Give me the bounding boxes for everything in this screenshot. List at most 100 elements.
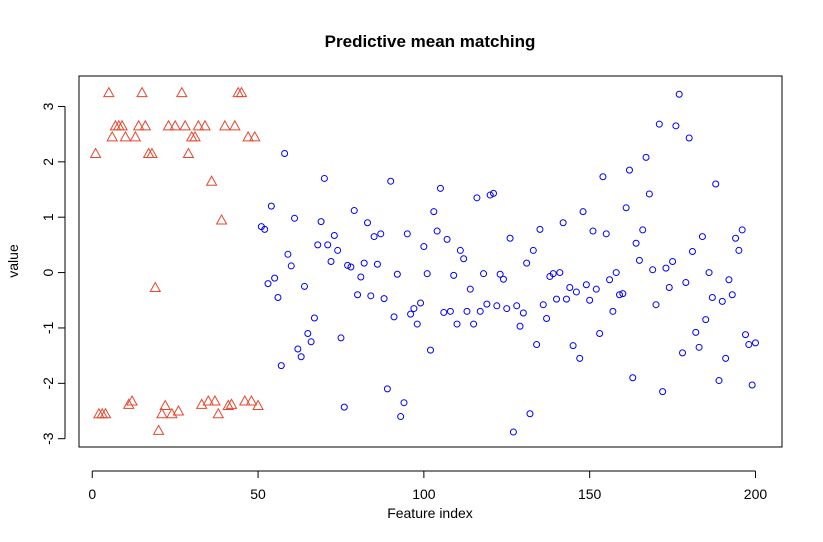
circle-point bbox=[586, 296, 594, 304]
circle-point bbox=[662, 264, 670, 272]
circle-point bbox=[606, 276, 614, 284]
triangle-point bbox=[205, 175, 218, 186]
circle-point bbox=[659, 388, 667, 396]
circle-point bbox=[682, 279, 690, 287]
circle-point bbox=[463, 307, 471, 315]
circle-point bbox=[725, 276, 733, 284]
circle-point bbox=[649, 266, 657, 274]
circle-point bbox=[635, 256, 643, 264]
circle-point bbox=[354, 291, 362, 299]
circle-point bbox=[377, 230, 385, 238]
circle-point bbox=[490, 189, 498, 197]
triangle-point bbox=[136, 86, 148, 98]
circle-point bbox=[685, 134, 693, 142]
circle-point bbox=[373, 260, 381, 268]
triangle-point bbox=[189, 130, 201, 142]
y-tick-label: 0 bbox=[40, 268, 56, 276]
circle-point bbox=[549, 270, 557, 278]
circle-point bbox=[516, 322, 524, 330]
circle-point bbox=[622, 204, 630, 212]
circle-point bbox=[310, 314, 318, 322]
triangle-point bbox=[219, 119, 231, 131]
circle-point bbox=[423, 270, 431, 278]
y-tick-label: -1 bbox=[40, 322, 56, 335]
circle-point bbox=[493, 302, 501, 310]
circle-point bbox=[616, 291, 624, 299]
triangle-point bbox=[132, 119, 145, 131]
triangle-point bbox=[192, 119, 205, 131]
circle-point bbox=[632, 239, 640, 247]
circle-point bbox=[390, 313, 398, 321]
triangle-point bbox=[122, 398, 135, 409]
circle-point bbox=[324, 241, 332, 249]
circle-point bbox=[307, 338, 315, 346]
circle-point bbox=[453, 320, 461, 328]
x-tick-label: 150 bbox=[578, 486, 602, 502]
x-tick-label: 0 bbox=[88, 486, 96, 502]
y-tick-label: 2 bbox=[40, 158, 56, 166]
circle-point bbox=[271, 274, 279, 282]
circle-point bbox=[665, 284, 673, 292]
circle-point bbox=[407, 310, 415, 318]
circle-point bbox=[387, 177, 395, 185]
circle-point bbox=[456, 246, 464, 254]
triangle-point bbox=[162, 119, 175, 131]
circle-point bbox=[344, 261, 352, 269]
circle-point bbox=[294, 345, 302, 353]
circle-point bbox=[513, 302, 521, 310]
triangle-point bbox=[152, 424, 165, 435]
circle-point bbox=[476, 307, 484, 315]
circle-point bbox=[609, 307, 617, 315]
circle-point bbox=[738, 226, 746, 234]
circle-point bbox=[735, 246, 743, 254]
circle-point bbox=[320, 174, 328, 182]
circle-point bbox=[267, 202, 275, 210]
circle-point bbox=[562, 295, 570, 303]
y-tick-label: -2 bbox=[40, 377, 56, 390]
triangle-point bbox=[99, 407, 112, 419]
circle-point bbox=[264, 280, 272, 288]
circle-point bbox=[559, 219, 567, 227]
circle-point bbox=[748, 381, 756, 389]
triangle-point bbox=[156, 407, 168, 419]
plot-frame bbox=[78, 75, 783, 448]
circle-point bbox=[672, 122, 680, 130]
circle-point bbox=[281, 150, 289, 158]
circle-point bbox=[592, 285, 600, 293]
circle-point bbox=[722, 354, 730, 362]
circle-point bbox=[499, 275, 507, 283]
triangle-point bbox=[225, 398, 238, 409]
circle-point bbox=[675, 90, 683, 98]
circle-point bbox=[509, 428, 517, 436]
circle-point bbox=[466, 285, 474, 293]
circle-point bbox=[383, 385, 391, 393]
circle-point bbox=[705, 269, 713, 277]
circle-point bbox=[582, 281, 590, 289]
circle-point bbox=[334, 246, 342, 254]
chart-title: Predictive mean matching bbox=[325, 32, 536, 51]
circle-point bbox=[553, 295, 561, 303]
circle-point bbox=[480, 270, 488, 278]
circle-point bbox=[284, 250, 292, 258]
circle-point bbox=[420, 243, 428, 251]
triangle-point bbox=[126, 395, 138, 406]
circle-point bbox=[639, 226, 647, 234]
triangle-point bbox=[229, 119, 241, 131]
circle-point bbox=[304, 329, 312, 337]
triangle-point bbox=[165, 407, 178, 419]
circle-point bbox=[519, 309, 527, 317]
x-axis-label: Feature index bbox=[387, 505, 473, 521]
triangle-point bbox=[119, 130, 132, 142]
triangle-point bbox=[238, 395, 251, 406]
triangle-point bbox=[212, 407, 225, 419]
y-axis-label: value bbox=[5, 244, 21, 278]
circle-point bbox=[576, 354, 584, 362]
triangle-point bbox=[172, 404, 185, 416]
circle-point bbox=[450, 271, 458, 279]
circle-point bbox=[506, 234, 514, 242]
circle-point bbox=[443, 235, 451, 243]
circle-point bbox=[529, 246, 537, 254]
triangle-point bbox=[149, 281, 162, 293]
circle-point bbox=[536, 225, 544, 233]
